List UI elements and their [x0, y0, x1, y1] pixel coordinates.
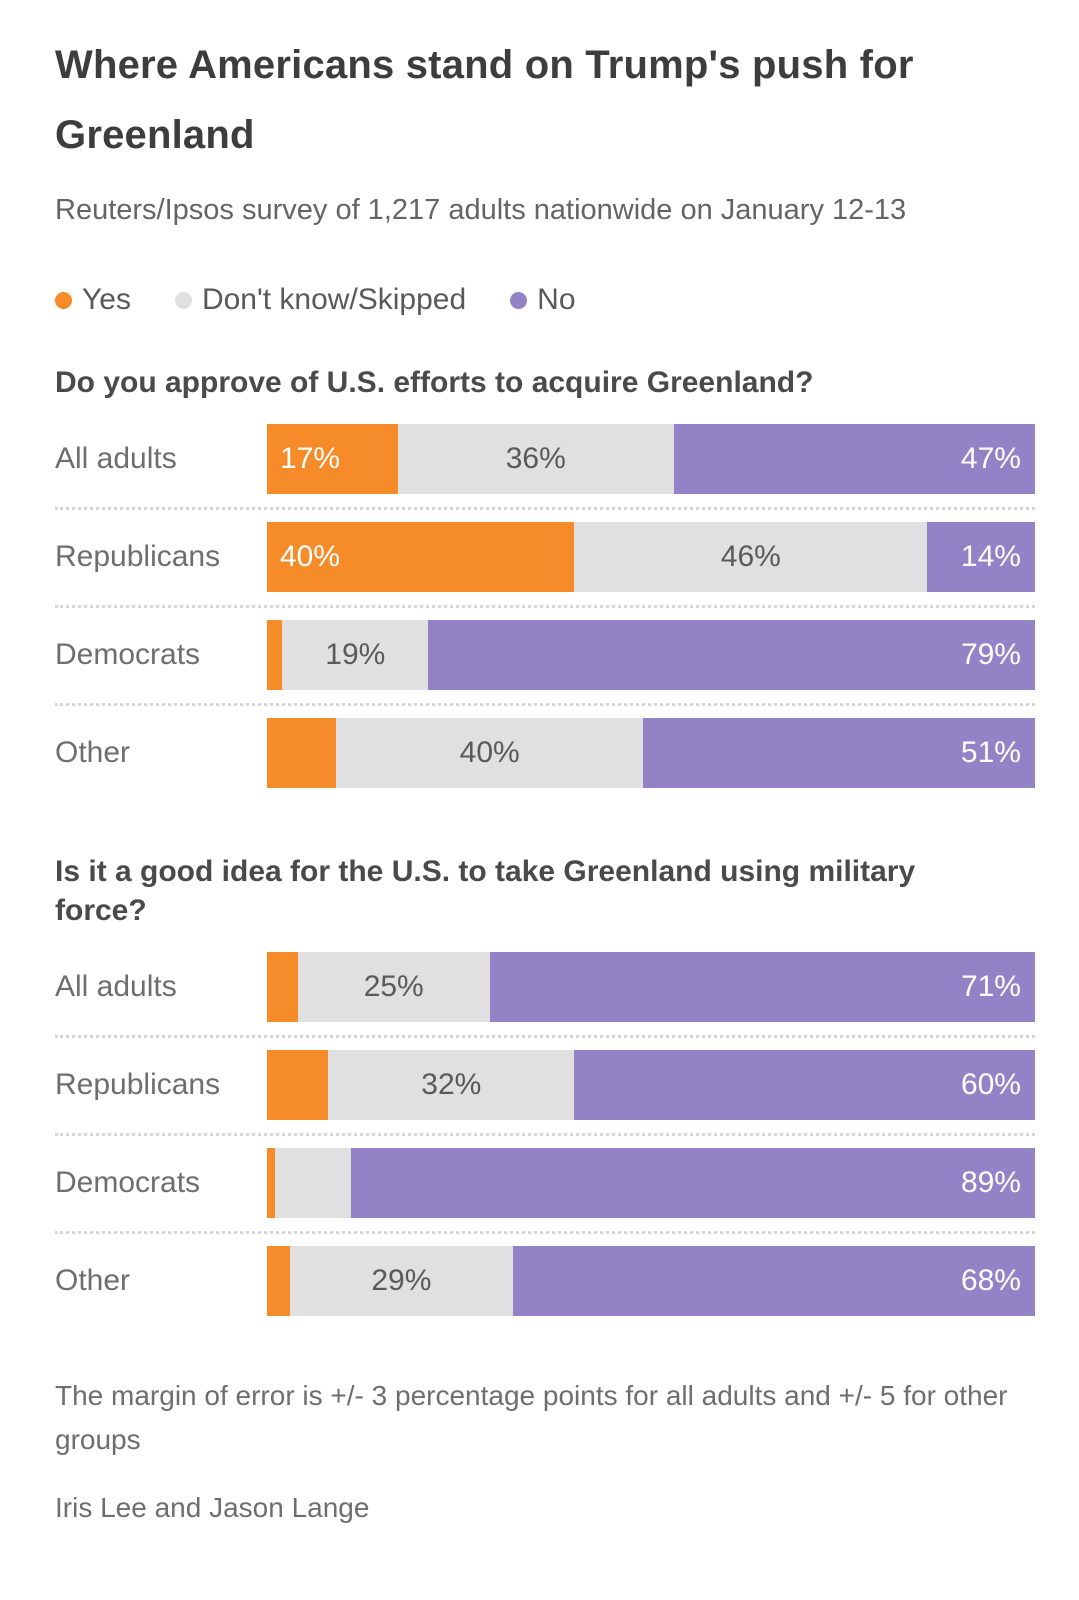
row-separator: [55, 1133, 1035, 1136]
category-label: Republicans: [55, 1068, 221, 1101]
row-separator: [55, 605, 1035, 608]
segment-value-label: 71%: [960, 970, 1021, 1003]
byline: Iris Lee and Jason Lange: [55, 1492, 370, 1523]
bar-segment-yes: [267, 620, 283, 690]
segment-value-label: 32%: [421, 1068, 482, 1101]
category-label: Republicans: [55, 540, 221, 573]
bar-segment-dont-know: 36%: [397, 424, 675, 494]
chart-approve-acquire-greenland: Do you approve of U.S. efforts to acquir…: [55, 363, 1035, 788]
chart-military-force-greenland: Is it a good idea for the U.S. to take G…: [55, 852, 1035, 1316]
bar-segment-yes: 40%: [267, 522, 575, 592]
segment-value-label: 40%: [280, 540, 341, 573]
segment-value-label: 17%: [280, 442, 341, 475]
bar-track: 32% 60%: [267, 1050, 1035, 1120]
bar-segment-no: 79%: [428, 620, 1035, 690]
bar-segment-dont-know: 29%: [290, 1246, 513, 1316]
segment-value-label: 29%: [371, 1264, 432, 1297]
segment-value-label: 79%: [960, 638, 1021, 671]
bar-segment-no: 68%: [512, 1246, 1035, 1316]
category-label: Other: [55, 1264, 131, 1297]
dont-know-legend-dot-icon: [174, 291, 192, 309]
category-label: Other: [55, 736, 131, 769]
bar-segment-yes: [267, 1050, 329, 1120]
bar-track: 40% 46% 14%: [267, 522, 1035, 592]
survey-subtitle: Reuters/Ipsos survey of 1,217 adults nat…: [55, 194, 907, 226]
bar-segment-yes: 17%: [267, 424, 398, 494]
row-separator: [55, 1035, 1035, 1038]
bar-segment-no: 14%: [927, 522, 1035, 592]
legend-label-no: No: [537, 283, 576, 316]
segment-value-label: 25%: [363, 970, 424, 1003]
segment-value-label: 14%: [960, 540, 1021, 573]
segment-value-label: 46%: [720, 540, 781, 573]
segment-value-label: 36%: [505, 442, 566, 475]
bar-row-democrats: Democrats 19% 79%: [55, 620, 1035, 690]
legend-label-yes: Yes: [82, 283, 131, 316]
legend-item-no: No: [510, 283, 576, 317]
legend-label-dont-know: Don't know/Skipped: [201, 283, 467, 316]
bar-segment-yes: [267, 952, 298, 1022]
bar-track: 89%: [267, 1148, 1035, 1218]
chart-question-title: Is it a good idea for the U.S. to take G…: [55, 855, 916, 927]
segment-value-label: 51%: [960, 736, 1021, 769]
bar-row-all-adults: All adults 25% 71%: [55, 952, 1035, 1022]
segment-value-label: 40%: [459, 736, 520, 769]
no-legend-dot-icon: [510, 291, 528, 309]
category-label: Democrats: [55, 638, 201, 671]
margin-of-error-note: The margin of error is +/- 3 percentage …: [55, 1380, 1008, 1455]
segment-value-label: 60%: [960, 1068, 1021, 1101]
bar-track: 25% 71%: [267, 952, 1035, 1022]
bar-segment-no: 89%: [351, 1148, 1035, 1218]
bar-row-other: Other 40% 51%: [55, 718, 1035, 788]
bar-segment-yes: [267, 1148, 275, 1218]
bar-segment-yes: [267, 718, 337, 788]
bar-segment-dont-know: 32%: [328, 1050, 575, 1120]
bar-segment-dont-know: 40%: [336, 718, 644, 788]
bar-segment-dont-know: 46%: [574, 522, 928, 592]
bar-row-other: Other 29% 68%: [55, 1246, 1035, 1316]
row-separator: [55, 703, 1035, 706]
bar-segment-dont-know: 25%: [297, 952, 490, 1022]
bar-row-all-adults: All adults 17% 36% 47%: [55, 424, 1035, 494]
bar-segment-dont-know: 19%: [282, 620, 429, 690]
row-separator: [55, 507, 1035, 510]
bar-segment-no: 47%: [674, 424, 1035, 494]
bar-track: 40% 51%: [267, 718, 1035, 788]
chart-question-title: Do you approve of U.S. efforts to acquir…: [55, 366, 814, 399]
segment-value-label: 19%: [325, 638, 386, 671]
bar-row-republicans: Republicans 32% 60%: [55, 1050, 1035, 1120]
category-label: All adults: [55, 442, 177, 475]
chart-rows: All adults 17% 36% 47% Republicans 40% 46% 14% D…: [55, 424, 1035, 788]
row-separator: [55, 1231, 1035, 1234]
category-label: All adults: [55, 970, 177, 1003]
page-title: Where Americans stand on Trump's push fo…: [55, 43, 914, 157]
bar-track: 29% 68%: [267, 1246, 1035, 1316]
bar-segment-dont-know: [274, 1148, 352, 1218]
yes-legend-dot-icon: [55, 291, 72, 309]
chart-rows: All adults 25% 71% Republicans 32% 60% Democra…: [55, 952, 1035, 1316]
bar-row-republicans: Republicans 40% 46% 14%: [55, 522, 1035, 592]
bar-track: 19% 79%: [267, 620, 1035, 690]
bar-segment-no: 60%: [574, 1050, 1035, 1120]
segment-value-label: 47%: [960, 442, 1021, 475]
category-label: Democrats: [55, 1166, 201, 1199]
chart-legend: Yes Don't know/Skipped No: [55, 283, 1035, 317]
bar-track: 17% 36% 47%: [267, 424, 1035, 494]
bar-segment-no: 51%: [643, 718, 1035, 788]
segment-value-label: 68%: [960, 1264, 1021, 1297]
bar-segment-no: 71%: [489, 952, 1035, 1022]
bar-segment-yes: [267, 1246, 291, 1316]
segment-value-label: 89%: [960, 1166, 1021, 1199]
legend-item-dont-know: Don't know/Skipped: [174, 283, 467, 317]
bar-row-democrats: Democrats 89%: [55, 1148, 1035, 1218]
legend-item-yes: Yes: [55, 283, 131, 317]
